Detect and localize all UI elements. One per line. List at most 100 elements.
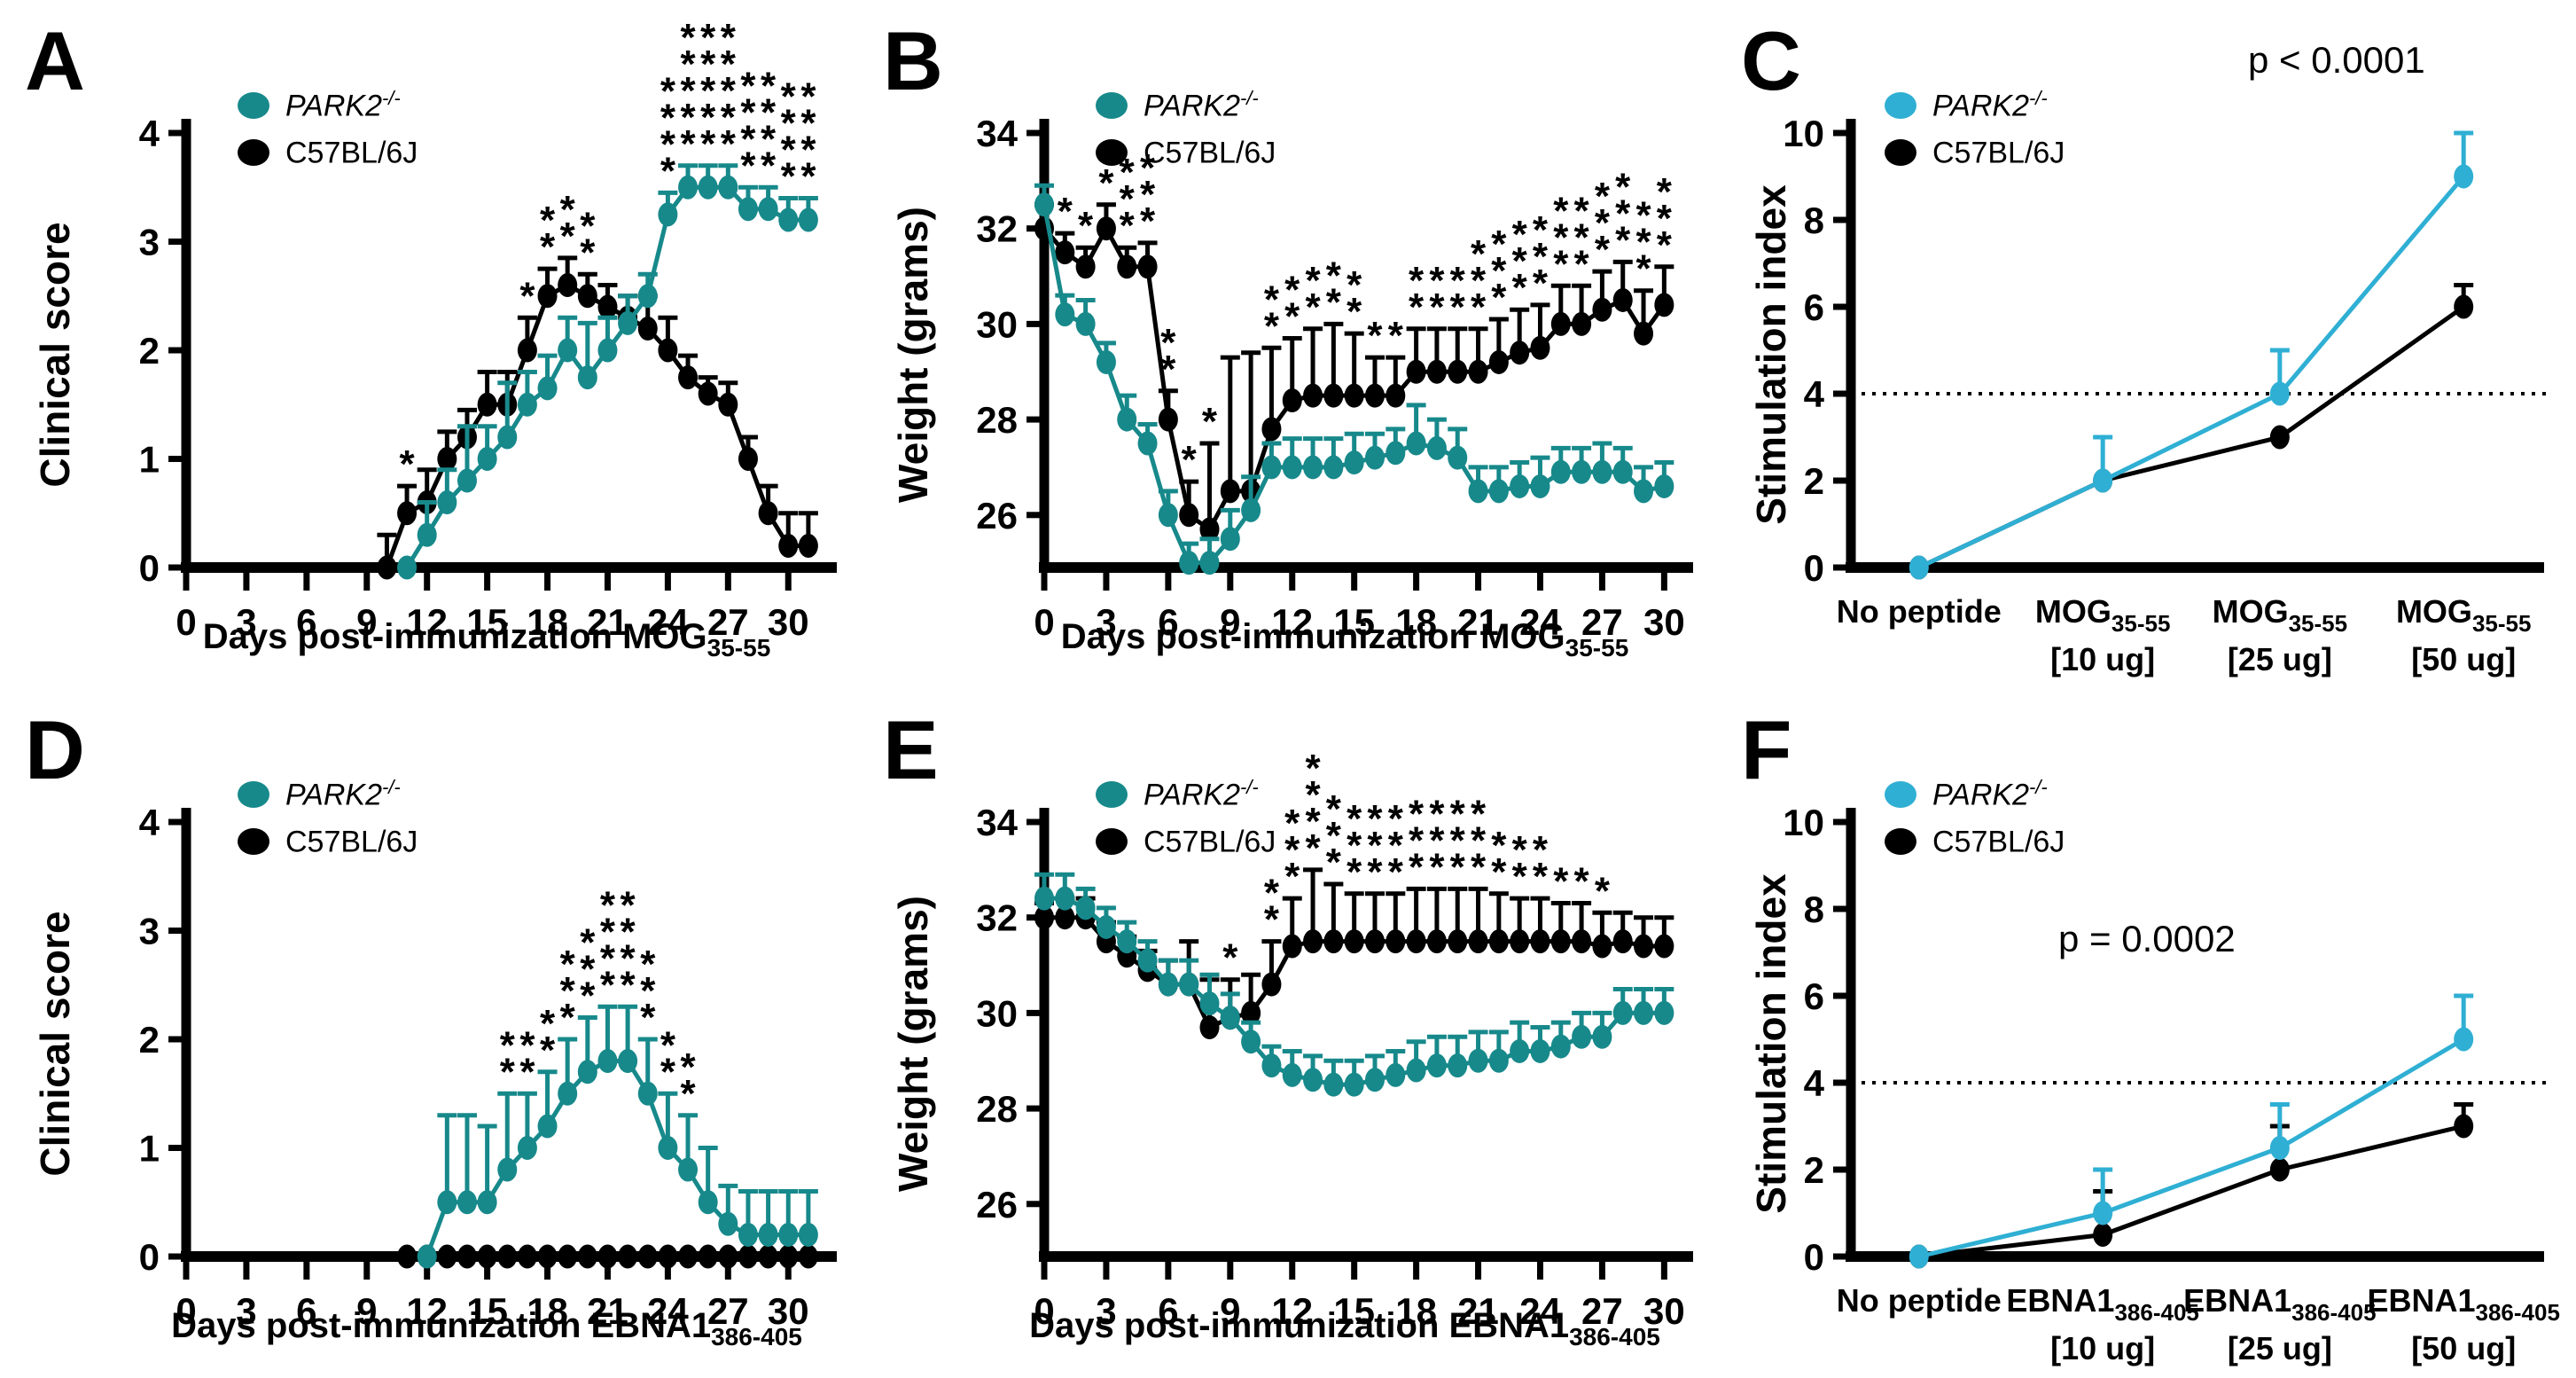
svg-text:*: * — [1078, 204, 1094, 247]
svg-text:15: 15 — [466, 601, 508, 643]
svg-text:3: 3 — [1096, 601, 1116, 643]
svg-text:[10 ug]: [10 ug] — [2050, 1330, 2155, 1366]
svg-text:*: * — [1574, 189, 1590, 232]
svg-text:*: * — [1140, 146, 1156, 190]
svg-text:*: * — [1574, 215, 1590, 259]
svg-text:*: * — [1471, 259, 1487, 302]
svg-text:15: 15 — [1333, 601, 1375, 643]
svg-text:9: 9 — [1220, 601, 1240, 643]
legend: PARK2-/- C57BL/6J — [1096, 776, 1276, 871]
x-axis-label: Days post-immunization MOG35-55 — [1060, 617, 1629, 662]
svg-text:*: * — [560, 188, 576, 231]
svg-text:24: 24 — [647, 601, 689, 643]
legend: PARK2-/- C57BL/6J — [238, 776, 418, 871]
svg-text:*: * — [800, 155, 816, 199]
svg-text:*: * — [1347, 263, 1362, 307]
svg-text:9: 9 — [356, 601, 377, 643]
svg-text:*: * — [1471, 232, 1487, 276]
svg-text:*: * — [1553, 242, 1569, 286]
svg-text:*: * — [1512, 855, 1528, 898]
svg-text:*: * — [781, 129, 797, 172]
svg-text:0: 0 — [139, 547, 160, 589]
svg-text:*: * — [540, 199, 556, 242]
svg-text:6: 6 — [1804, 286, 1824, 328]
svg-text:*: * — [1202, 400, 1218, 443]
svg-text:30: 30 — [976, 303, 1018, 345]
svg-text:*: * — [1305, 286, 1321, 329]
svg-text:*: * — [1140, 173, 1156, 216]
svg-text:0: 0 — [139, 1236, 160, 1278]
svg-text:*: * — [1595, 201, 1611, 245]
svg-text:*: * — [519, 274, 535, 317]
svg-text:*: * — [1491, 223, 1507, 266]
park2-legend-label: PARK2-/- — [285, 87, 401, 123]
park2-series-marker-icon — [238, 780, 269, 808]
svg-text:6: 6 — [1158, 601, 1178, 643]
svg-text:*: * — [1326, 814, 1342, 857]
park2-legend-label: PARK2-/- — [1144, 776, 1259, 812]
svg-text:30: 30 — [768, 1290, 809, 1332]
svg-text:2: 2 — [139, 1019, 160, 1061]
svg-text:24: 24 — [1519, 601, 1561, 643]
svg-text:*: * — [1491, 276, 1507, 319]
svg-text:12: 12 — [406, 601, 448, 643]
svg-text:*: * — [680, 1072, 696, 1116]
svg-text:MOG35-55: MOG35-55 — [2396, 593, 2532, 637]
svg-text:*: * — [1388, 824, 1404, 867]
svg-text:*: * — [1409, 286, 1425, 329]
svg-text:No peptide: No peptide — [1837, 1282, 2002, 1319]
legend-row-c57: C57BL/6J — [238, 823, 418, 859]
c57-legend-label: C57BL/6J — [1932, 825, 2065, 859]
svg-text:0: 0 — [176, 601, 196, 643]
svg-text:*: * — [721, 69, 737, 113]
svg-text:*: * — [1429, 286, 1445, 329]
svg-text:*: * — [1450, 845, 1466, 889]
svg-text:*: * — [660, 1023, 676, 1067]
svg-text:0: 0 — [1034, 1290, 1054, 1332]
legend: PARK2-/- C57BL/6J — [1885, 776, 2065, 871]
svg-text:28: 28 — [976, 1088, 1018, 1130]
svg-text:3: 3 — [236, 1290, 256, 1332]
svg-text:*: * — [540, 1002, 556, 1045]
svg-text:*: * — [1409, 818, 1425, 862]
x-axis-label: Days post-immunization EBNA1386-405 — [1029, 1306, 1660, 1351]
svg-text:*: * — [1347, 290, 1362, 333]
svg-text:*: * — [1264, 898, 1280, 942]
svg-text:*: * — [761, 117, 777, 161]
legend-row-park2: PARK2-/- — [1885, 776, 2065, 812]
svg-text:*: * — [1512, 266, 1528, 309]
svg-text:32: 32 — [976, 208, 1018, 250]
svg-text:*: * — [580, 204, 596, 247]
svg-text:*: * — [1182, 438, 1198, 482]
svg-text:*: * — [1635, 194, 1651, 238]
svg-text:*: * — [560, 943, 576, 986]
svg-text:EBNA1386-405: EBNA1386-405 — [2183, 1282, 2376, 1326]
c57-legend-label: C57BL/6J — [285, 825, 418, 859]
svg-text:*: * — [1409, 792, 1425, 835]
svg-text:*: * — [1471, 286, 1487, 329]
svg-text:26: 26 — [976, 1184, 1018, 1225]
svg-text:*: * — [781, 102, 797, 145]
svg-text:*: * — [540, 1029, 556, 1072]
svg-text:*: * — [1140, 200, 1156, 243]
svg-text:18: 18 — [527, 601, 568, 643]
svg-text:*: * — [700, 69, 716, 113]
svg-text:*: * — [1471, 792, 1487, 835]
svg-text:*: * — [1533, 208, 1549, 252]
svg-text:*: * — [1471, 845, 1487, 889]
park2-series-marker-icon — [1885, 91, 1916, 119]
svg-text:0: 0 — [1034, 601, 1054, 643]
svg-text:1: 1 — [139, 1128, 160, 1170]
svg-text:*: * — [640, 969, 656, 1013]
svg-text:*: * — [1326, 280, 1342, 324]
panel-B: B Weight (grams) 26 28 30 32 34 0 3 6 9 12 15 18 21 2… — [858, 0, 1716, 689]
svg-text:*: * — [1574, 242, 1590, 286]
svg-text:*: * — [600, 936, 616, 980]
legend-row-park2: PARK2-/- — [1885, 87, 2065, 123]
svg-text:*: * — [1491, 249, 1507, 293]
svg-text:2: 2 — [1804, 460, 1824, 502]
svg-text:6: 6 — [1158, 1290, 1178, 1332]
svg-text:21: 21 — [587, 601, 628, 643]
c57-series-marker-icon — [238, 827, 269, 855]
